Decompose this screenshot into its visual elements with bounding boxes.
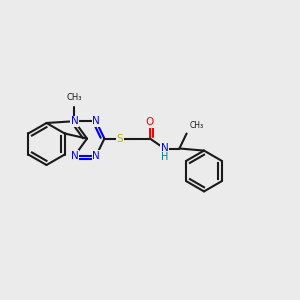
Text: N: N: [160, 142, 168, 153]
Text: N: N: [70, 151, 78, 161]
Text: S: S: [117, 134, 123, 144]
Text: CH₃: CH₃: [190, 122, 204, 130]
Text: CH₃: CH₃: [67, 93, 82, 102]
Text: N: N: [70, 116, 78, 126]
Text: N: N: [92, 151, 100, 161]
Text: O: O: [146, 117, 154, 128]
Text: N: N: [92, 116, 100, 126]
Text: H: H: [161, 152, 168, 163]
